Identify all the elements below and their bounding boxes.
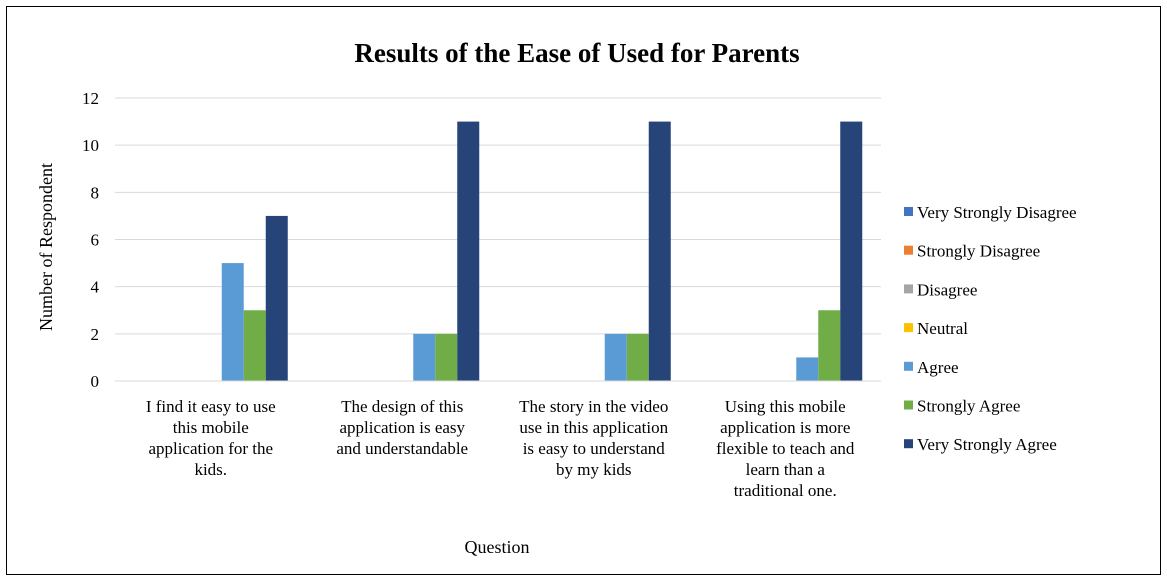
legend-swatch [904, 400, 913, 410]
legend-label: Strongly Disagree [917, 242, 1040, 261]
x-axis-title: Question [465, 537, 530, 557]
legend-swatch [904, 439, 913, 449]
y-axis-title: Number of Respondent [36, 163, 56, 331]
legend-swatch [904, 361, 913, 371]
legend-swatch [904, 245, 913, 255]
category-label: The story in the video use in this applic… [519, 397, 668, 479]
bar [648, 121, 671, 381]
y-tick-label: 0 [91, 372, 100, 391]
bar [840, 121, 863, 381]
legend-label: Agree [917, 358, 959, 377]
bar [221, 263, 244, 381]
bar [626, 333, 649, 381]
legend-label: Disagree [917, 280, 977, 299]
legend-swatch [904, 284, 913, 294]
chart-title: Results of the Ease of Used for Parents [354, 38, 799, 68]
bar [604, 333, 627, 381]
bar [457, 121, 480, 381]
y-tick-label: 6 [91, 231, 100, 250]
bar-chart: Results of the Ease of Used for Parents … [36, 38, 1077, 557]
chart-frame: Results of the Ease of Used for Parents … [6, 6, 1161, 575]
bar [818, 310, 841, 381]
category-label: Using this mobile application is more flex… [716, 397, 855, 500]
legend-label: Very Strongly Agree [917, 435, 1057, 454]
category-label: I find it easy to use this mobile applicat… [146, 397, 276, 479]
y-tick-label: 4 [91, 278, 100, 297]
category-label: The design of this application is easy and… [336, 397, 468, 458]
bar [435, 333, 458, 381]
legend-swatch [904, 207, 913, 216]
bar [243, 310, 266, 381]
legend-label: Neutral [917, 319, 968, 338]
legend: Very Strongly Disagree Strongly Disagree D… [904, 203, 1077, 454]
category-labels: I find it easy to use this mobile applicat… [146, 397, 855, 500]
y-tick-label: 2 [91, 325, 100, 344]
bar [413, 333, 436, 381]
legend-swatch [904, 323, 913, 333]
legend-label: Strongly Agree [917, 397, 1020, 416]
bar [265, 215, 288, 381]
legend-label: Very Strongly Disagree [917, 203, 1077, 222]
y-tick-label: 10 [82, 136, 99, 155]
y-tick-label: 12 [82, 89, 99, 108]
y-tick-labels: 0 2 4 6 8 10 12 [82, 89, 100, 391]
bars [221, 121, 863, 381]
bar [796, 357, 819, 381]
y-tick-label: 8 [91, 183, 100, 202]
